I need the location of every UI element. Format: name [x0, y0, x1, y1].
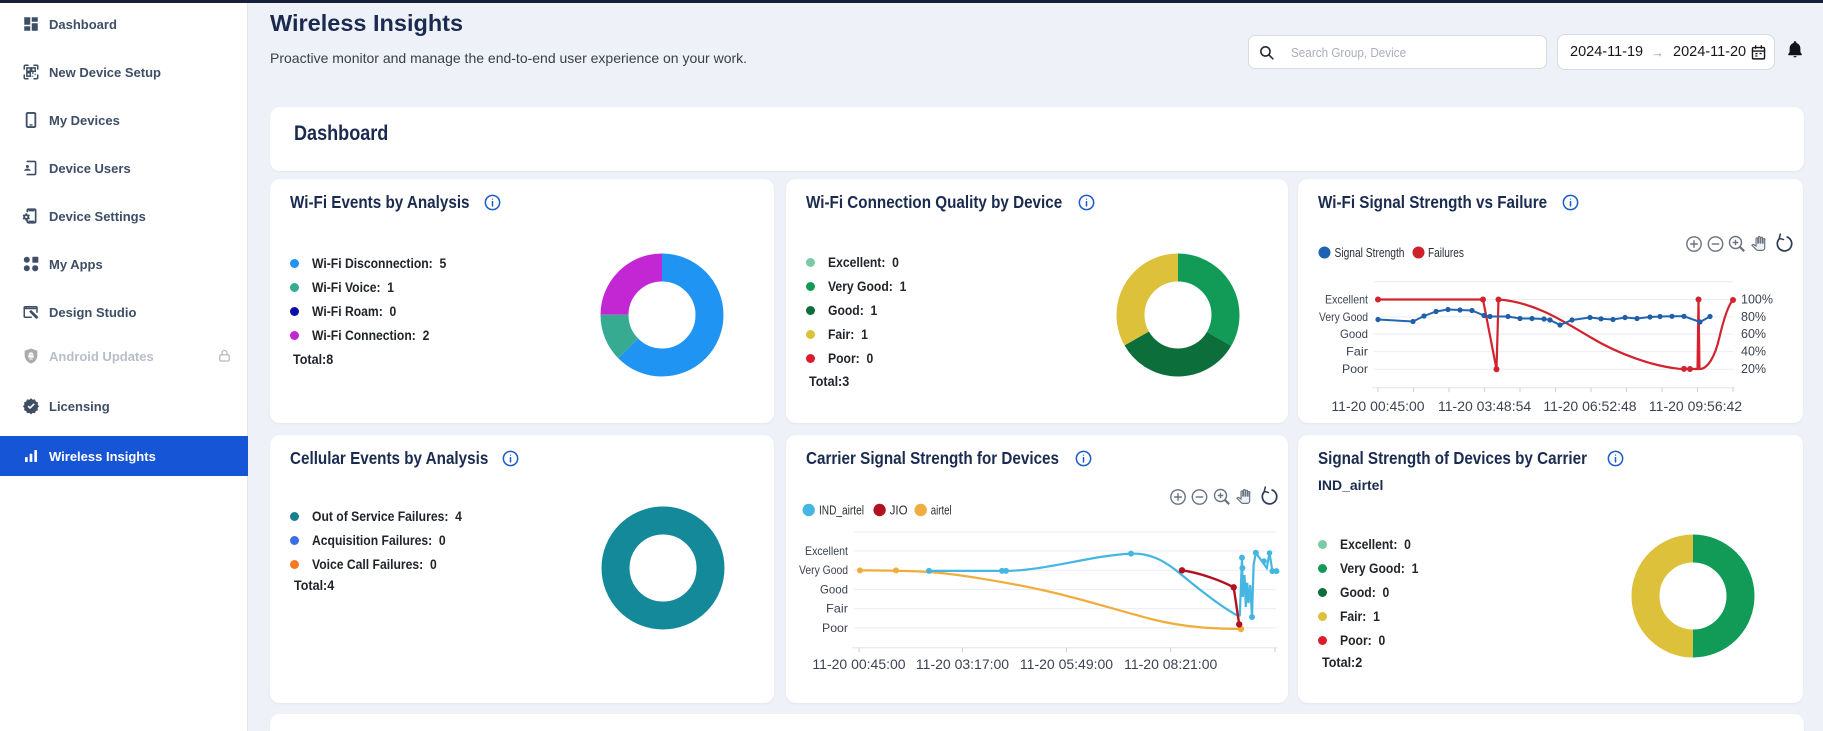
svg-text:80%: 80%	[1741, 310, 1766, 324]
svg-text:airtel: airtel	[931, 504, 952, 518]
svg-text:40%: 40%	[1741, 345, 1766, 359]
svg-text:Poor: Poor	[1342, 362, 1368, 376]
svg-text:11-20 03:17:00: 11-20 03:17:00	[916, 656, 1009, 672]
svg-text:11-20 03:48:54: 11-20 03:48:54	[1438, 398, 1531, 414]
svg-text:11-20 05:49:00: 11-20 05:49:00	[1020, 656, 1113, 672]
svg-text:Excellent: Excellent	[1325, 293, 1369, 307]
svg-text:60%: 60%	[1741, 327, 1766, 341]
svg-text:11-20 08:21:00: 11-20 08:21:00	[1124, 656, 1217, 672]
svg-text:Very Good: Very Good	[799, 563, 848, 577]
svg-text:20%: 20%	[1741, 362, 1766, 376]
svg-text:Good: Good	[820, 582, 848, 596]
svg-text:100%: 100%	[1741, 293, 1773, 307]
svg-text:Signal Strength: Signal Strength	[1335, 246, 1405, 260]
svg-text:11-20 09:56:42: 11-20 09:56:42	[1649, 398, 1742, 414]
svg-text:Fair: Fair	[826, 602, 848, 616]
svg-text:11-20 00:45:00: 11-20 00:45:00	[812, 656, 905, 672]
svg-text:IND_airtel: IND_airtel	[819, 504, 864, 518]
svg-text:Failures: Failures	[1428, 246, 1464, 260]
svg-text:Good: Good	[1340, 327, 1368, 341]
svg-text:Poor: Poor	[822, 621, 848, 635]
svg-text:11-20 00:45:00: 11-20 00:45:00	[1331, 398, 1424, 414]
svg-text:Excellent: Excellent	[805, 544, 849, 558]
svg-text:Very Good: Very Good	[1319, 310, 1368, 324]
svg-text:JIO: JIO	[890, 504, 908, 518]
svg-text:11-20 06:52:48: 11-20 06:52:48	[1543, 398, 1636, 414]
svg-text:Fair: Fair	[1346, 345, 1368, 359]
